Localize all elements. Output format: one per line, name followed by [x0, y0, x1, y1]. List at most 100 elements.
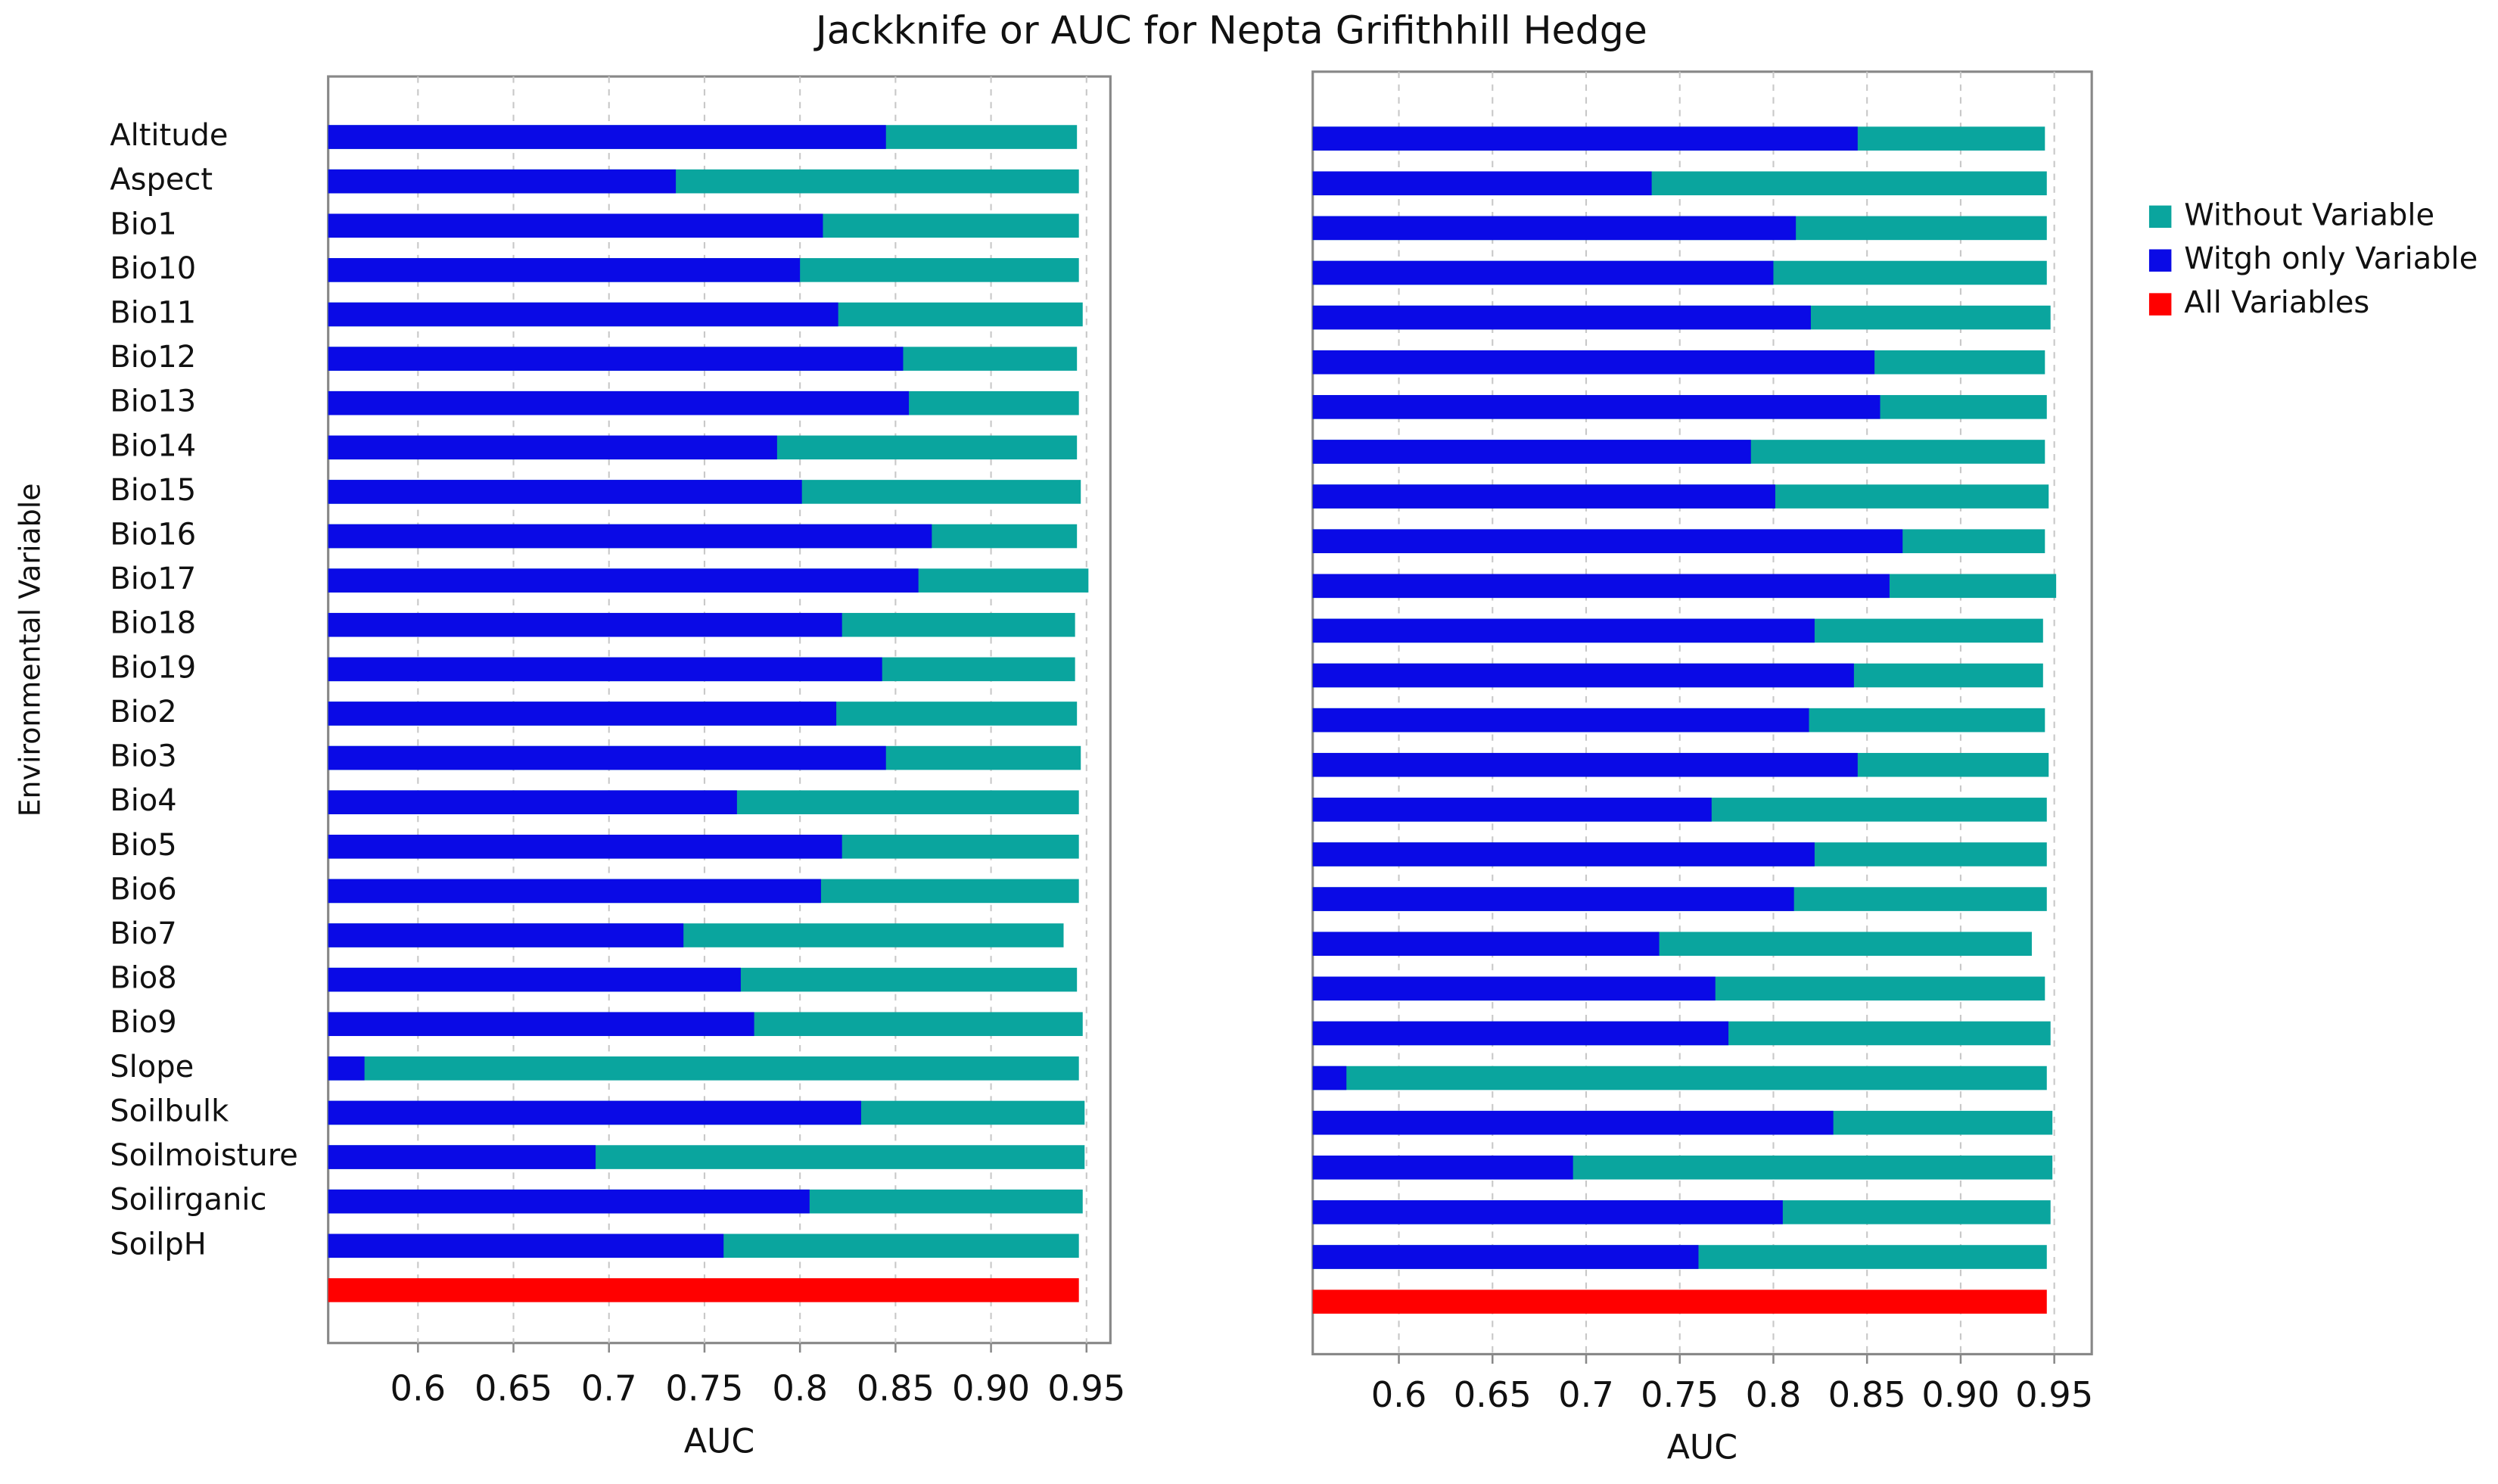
x-axis-label: AUC [684, 1422, 754, 1461]
bar [328, 790, 737, 814]
bar [328, 1189, 810, 1214]
bar [328, 302, 838, 327]
bar [328, 879, 821, 904]
y-tick-label: Bio8 [110, 961, 176, 996]
bar [328, 967, 741, 992]
bar [1312, 1021, 1729, 1046]
y-tick-label: Bio18 [110, 606, 196, 641]
y-tick-label: Bio17 [110, 562, 196, 596]
y-tick-label: Bio11 [110, 295, 196, 330]
bar [328, 169, 677, 194]
bar [1312, 618, 1815, 643]
x-tick-label: 0.6 [390, 1367, 446, 1408]
bar [1312, 305, 1811, 330]
bar [328, 1056, 365, 1081]
y-tick-label: Bio13 [110, 384, 196, 419]
bar [328, 612, 842, 637]
bar [1312, 1110, 1834, 1135]
bar [328, 745, 886, 770]
y-tick-label: Aspect [110, 163, 213, 198]
bar [1312, 484, 1775, 509]
y-tick-label: SoilpH [110, 1227, 207, 1262]
y-tick-label: Altitude [110, 118, 228, 153]
legend-swatch [2148, 249, 2172, 272]
bar [1312, 1066, 2047, 1090]
bar [328, 1012, 754, 1037]
x-tick-label: 0.75 [1641, 1374, 1719, 1415]
x-tick-label: 0.90 [952, 1367, 1030, 1408]
bar [1312, 171, 1652, 196]
x-tick-label: 0.7 [581, 1367, 637, 1408]
x-tick-label: 0.85 [857, 1367, 935, 1408]
y-tick-label: Bio7 [110, 916, 176, 951]
bar [1312, 798, 1712, 822]
y-tick-label: Bio5 [110, 828, 176, 863]
bar [1312, 574, 1890, 599]
y-tick-label: Bio14 [110, 428, 196, 463]
x-tick-label: 0.7 [1558, 1374, 1614, 1415]
legend-label: Without Variable [2184, 198, 2434, 232]
chart-title: Jackknife or AUC for Nepta Grifithhill H… [813, 8, 1647, 53]
x-tick-label: 0.85 [1828, 1374, 1906, 1415]
legend-label: All Variables [2184, 285, 2369, 320]
legend-swatch [2148, 205, 2172, 229]
bar [1312, 216, 1797, 241]
bar [1312, 1200, 1783, 1224]
bar [1312, 842, 1815, 866]
y-tick-label: Bio19 [110, 650, 196, 685]
x-tick-label: 0.95 [2015, 1374, 2093, 1415]
bar [328, 125, 886, 149]
x-tick-label: 0.95 [1047, 1367, 1125, 1408]
y-tick-label: Bio16 [110, 518, 196, 552]
bar [328, 1234, 724, 1258]
bar [1312, 663, 1854, 688]
bar [1312, 708, 1809, 733]
bar [328, 390, 910, 415]
x-axis-label: AUC [1667, 1429, 1737, 1467]
x-tick-label: 0.90 [1921, 1374, 1999, 1415]
bar [1312, 350, 1875, 375]
bar [1312, 1066, 1347, 1090]
y-tick-label: Bio2 [110, 695, 176, 730]
bar [1312, 395, 1880, 419]
x-tick-label: 0.6 [1371, 1374, 1427, 1415]
bar [328, 702, 837, 726]
bar [1312, 260, 1774, 285]
bar [328, 524, 932, 549]
bar [328, 835, 842, 859]
bar [328, 347, 904, 371]
bar [328, 480, 802, 504]
bar [328, 657, 882, 682]
y-tick-label: Soilirganic [110, 1183, 266, 1218]
bar [1312, 932, 1660, 956]
bar [328, 1056, 1079, 1081]
x-tick-label: 0.65 [1454, 1374, 1532, 1415]
bar [328, 213, 823, 238]
y-tick-label: Bio3 [110, 739, 176, 774]
y-axis-label: Environmental Variable [14, 483, 47, 817]
bar [328, 568, 919, 593]
bar [1312, 887, 1794, 911]
x-tick-label: 0.65 [474, 1367, 552, 1408]
y-tick-label: Soilbulk [110, 1094, 229, 1128]
y-tick-label: Bio12 [110, 340, 196, 375]
bar [1312, 752, 1858, 777]
bar [1312, 1155, 1573, 1180]
y-tick-label: Slope [110, 1050, 194, 1084]
legend-label: Witgh only Variable [2184, 241, 2478, 276]
y-tick-label: Bio4 [110, 783, 176, 818]
bar [1312, 529, 1903, 553]
y-tick-label: Bio15 [110, 473, 196, 508]
bar [1312, 1245, 1699, 1269]
bar [328, 435, 777, 460]
bar [328, 1145, 596, 1169]
y-tick-label: Bio1 [110, 207, 176, 241]
x-tick-label: 0.8 [1746, 1374, 1802, 1415]
bar [328, 258, 801, 282]
x-tick-label: 0.8 [772, 1367, 828, 1408]
x-tick-label: 0.75 [665, 1367, 743, 1408]
bar [1312, 126, 1858, 151]
legend-swatch [2148, 293, 2172, 316]
